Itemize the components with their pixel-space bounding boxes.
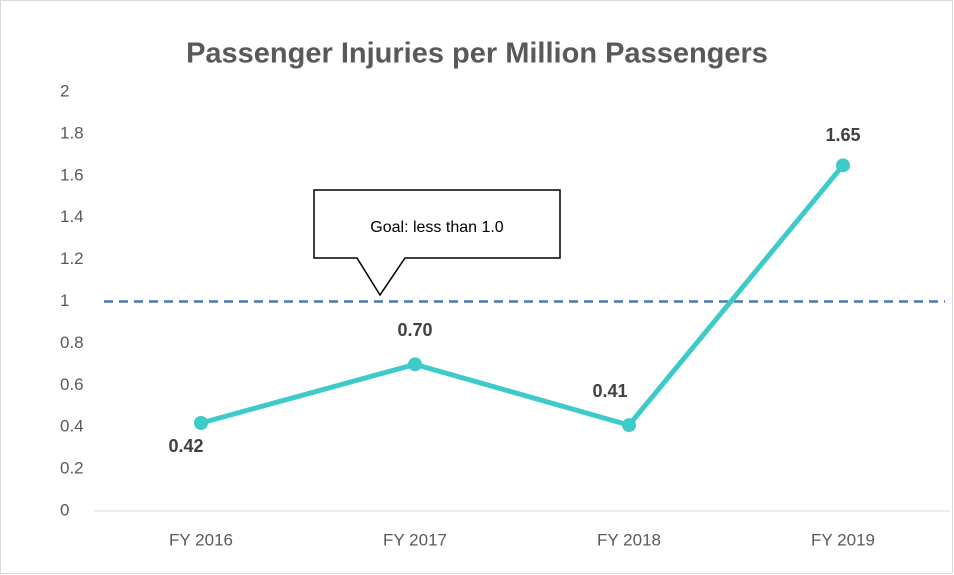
y-tick-label: 0.6 (60, 375, 84, 394)
x-tick-label: FY 2019 (811, 530, 875, 549)
data-label: 0.41 (592, 381, 627, 401)
chart-title: Passenger Injuries per Million Passenger… (186, 38, 768, 70)
callout-box (313, 189, 561, 297)
point (194, 416, 208, 431)
y-tick-label: 1 (60, 291, 69, 310)
data-label: 0.42 (168, 436, 203, 456)
x-tick-label: FY 2018 (597, 530, 661, 549)
y-tick-label: 0 (60, 500, 69, 519)
y-tick-label: 1.2 (60, 249, 84, 268)
point (836, 158, 850, 173)
y-tick-label: 1.4 (60, 207, 84, 226)
data-label: 1.65 (825, 125, 860, 145)
point (622, 418, 636, 433)
callout-text: Goal: less than 1.0 (370, 219, 504, 236)
y-tick-label: 2 (60, 81, 69, 100)
y-tick-label: 1.6 (60, 165, 84, 184)
y-tick-label: 1.8 (60, 123, 84, 142)
x-tick-label: FY 2016 (169, 530, 233, 549)
y-tick-label: 0.2 (60, 459, 84, 478)
x-tick-label: FY 2017 (383, 530, 447, 549)
line-series (200, 163, 845, 428)
y-tick-label: 0.8 (60, 333, 84, 352)
point (408, 357, 422, 372)
data-label: 0.70 (397, 320, 432, 340)
y-tick-label: 0.4 (60, 417, 84, 436)
